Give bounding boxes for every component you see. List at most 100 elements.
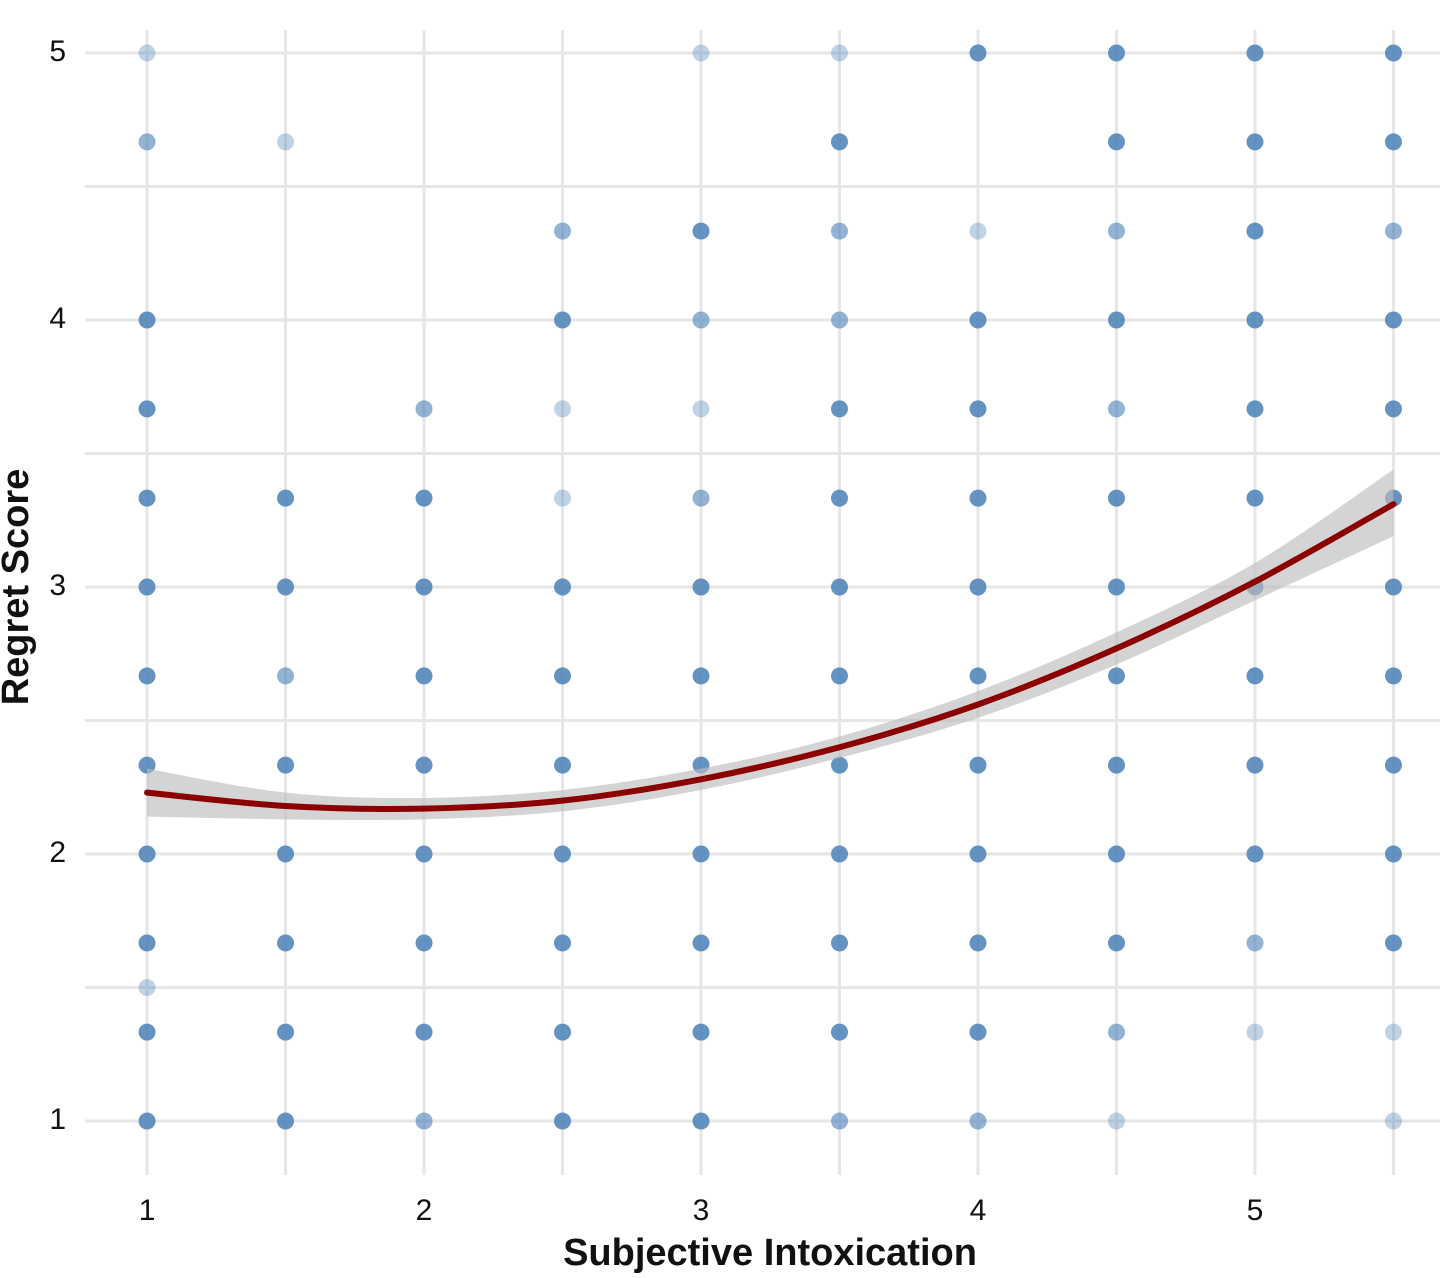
point bbox=[1246, 400, 1264, 418]
point bbox=[277, 1112, 295, 1130]
point bbox=[554, 667, 572, 685]
point bbox=[1384, 667, 1402, 685]
point bbox=[1107, 400, 1125, 418]
point bbox=[138, 1023, 156, 1041]
point bbox=[554, 578, 572, 596]
point bbox=[1107, 1112, 1125, 1130]
point bbox=[831, 400, 849, 418]
point bbox=[1384, 578, 1402, 596]
point bbox=[831, 845, 849, 863]
point bbox=[692, 934, 710, 952]
point bbox=[969, 1112, 987, 1130]
point bbox=[277, 133, 295, 151]
point bbox=[969, 934, 987, 952]
point bbox=[554, 311, 572, 329]
point bbox=[831, 756, 849, 774]
point bbox=[138, 400, 156, 418]
point bbox=[1384, 133, 1402, 151]
point bbox=[1246, 756, 1264, 774]
point bbox=[1384, 44, 1402, 62]
y-tick-label: 1 bbox=[49, 1103, 66, 1136]
point bbox=[1246, 222, 1264, 240]
point bbox=[138, 979, 156, 997]
point bbox=[554, 934, 572, 952]
point bbox=[138, 44, 156, 62]
point bbox=[969, 667, 987, 685]
point bbox=[692, 845, 710, 863]
point bbox=[692, 44, 710, 62]
point bbox=[415, 845, 433, 863]
point bbox=[1246, 934, 1264, 952]
point bbox=[969, 1023, 987, 1041]
point bbox=[969, 44, 987, 62]
point bbox=[1246, 667, 1264, 685]
point bbox=[277, 845, 295, 863]
point bbox=[554, 222, 572, 240]
point bbox=[831, 311, 849, 329]
confidence-band bbox=[147, 469, 1394, 821]
point bbox=[1384, 222, 1402, 240]
point bbox=[1246, 133, 1264, 151]
point bbox=[1107, 667, 1125, 685]
point bbox=[692, 1112, 710, 1130]
point bbox=[1384, 1112, 1402, 1130]
point bbox=[277, 667, 295, 685]
point bbox=[1384, 756, 1402, 774]
point bbox=[1246, 311, 1264, 329]
point bbox=[692, 489, 710, 507]
point bbox=[692, 578, 710, 596]
point bbox=[969, 845, 987, 863]
point bbox=[1107, 489, 1125, 507]
y-tick-label: 3 bbox=[49, 569, 66, 602]
point bbox=[692, 311, 710, 329]
point bbox=[831, 222, 849, 240]
point bbox=[138, 934, 156, 952]
point bbox=[1384, 1023, 1402, 1041]
point bbox=[554, 756, 572, 774]
point bbox=[138, 133, 156, 151]
point bbox=[415, 667, 433, 685]
point bbox=[277, 578, 295, 596]
point bbox=[1246, 489, 1264, 507]
point bbox=[1246, 44, 1264, 62]
point bbox=[415, 400, 433, 418]
y-axis-title: Regret Score bbox=[0, 469, 37, 706]
x-tick-label: 2 bbox=[416, 1194, 433, 1227]
point bbox=[969, 578, 987, 596]
point bbox=[831, 578, 849, 596]
point bbox=[277, 934, 295, 952]
x-tick-label: 1 bbox=[139, 1194, 156, 1227]
point bbox=[969, 222, 987, 240]
point bbox=[415, 578, 433, 596]
point bbox=[969, 400, 987, 418]
point bbox=[415, 756, 433, 774]
point bbox=[969, 311, 987, 329]
point bbox=[831, 667, 849, 685]
point bbox=[277, 1023, 295, 1041]
point bbox=[138, 667, 156, 685]
point bbox=[1384, 934, 1402, 952]
point bbox=[415, 934, 433, 952]
point bbox=[554, 489, 572, 507]
point bbox=[692, 400, 710, 418]
point bbox=[1107, 133, 1125, 151]
point bbox=[554, 845, 572, 863]
point bbox=[1107, 222, 1125, 240]
point bbox=[1107, 578, 1125, 596]
y-tick-label: 4 bbox=[49, 302, 66, 335]
point bbox=[277, 489, 295, 507]
point bbox=[831, 1112, 849, 1130]
point bbox=[692, 1023, 710, 1041]
point bbox=[692, 667, 710, 685]
point bbox=[138, 1112, 156, 1130]
point bbox=[1384, 400, 1402, 418]
x-tick-label: 3 bbox=[693, 1194, 710, 1227]
point bbox=[415, 1023, 433, 1041]
point bbox=[138, 311, 156, 329]
point bbox=[1246, 1023, 1264, 1041]
point bbox=[1107, 44, 1125, 62]
x-axis-title: Subjective Intoxication bbox=[563, 1232, 977, 1274]
point bbox=[969, 489, 987, 507]
point bbox=[1246, 845, 1264, 863]
